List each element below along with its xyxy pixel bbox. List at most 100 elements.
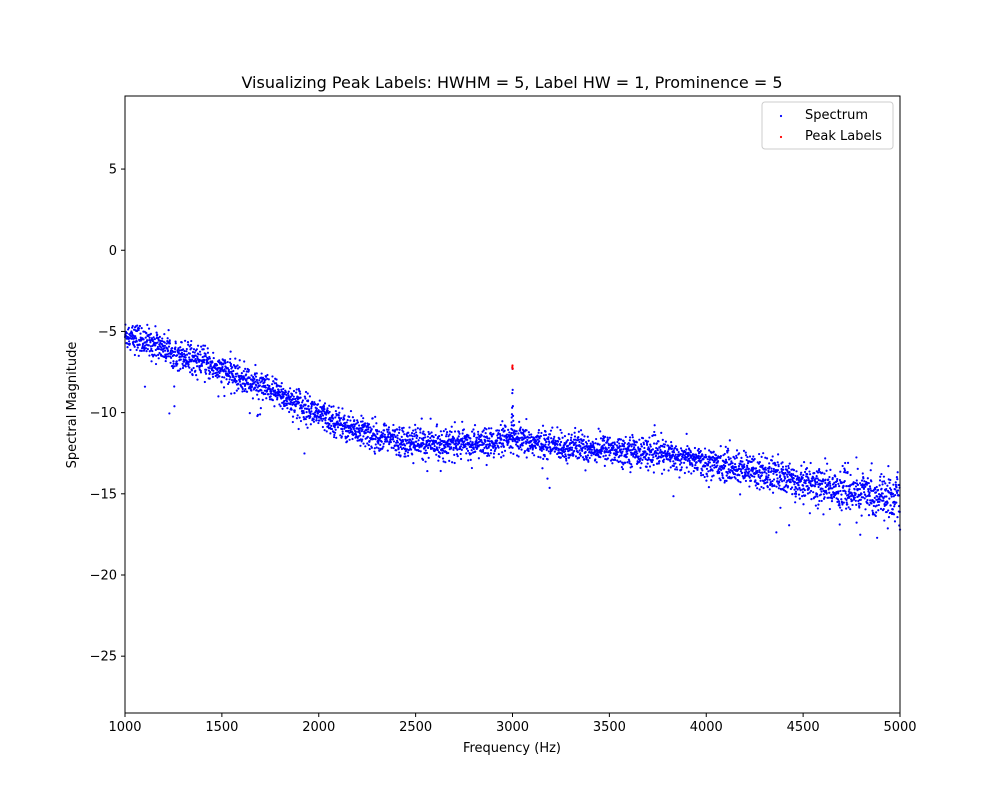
spectrum-point: [146, 323, 149, 326]
spectrum-point: [827, 487, 831, 490]
spectrum-point: [664, 440, 667, 443]
legend-box: [761, 101, 894, 150]
spectrum-point: [690, 472, 693, 475]
spectrum-point: [489, 444, 492, 447]
spectrum-point: [310, 410, 313, 413]
spectrum-point: [587, 439, 590, 442]
spectrum-point: [569, 448, 572, 451]
spectrum-point: [650, 460, 654, 464]
spectrum-point: [565, 459, 568, 462]
spectrum-point: [670, 447, 674, 450]
spectrum-point: [407, 454, 410, 457]
spectrum-point: [855, 479, 858, 482]
spectrum-point: [777, 465, 780, 468]
spectrum-point: [452, 448, 455, 451]
spectrum-point: [853, 488, 856, 491]
spectrum-point: [136, 324, 139, 327]
spectrum-point: [512, 424, 515, 427]
spectrum-point: [822, 480, 825, 483]
spectrum-point: [369, 426, 372, 429]
spectrum-point: [371, 417, 374, 420]
spectrum-point: [645, 441, 649, 445]
spectrum-point: [304, 403, 307, 406]
spectrum-point: [619, 445, 622, 448]
spectrum-point: [204, 355, 207, 358]
spectrum-point: [186, 341, 190, 344]
spectrum-point: [453, 453, 456, 456]
spectrum-point: [424, 436, 427, 439]
spectrum-point: [653, 430, 656, 434]
spectrum-point: [414, 431, 418, 434]
spectrum-point: [176, 362, 179, 365]
spectrum-point: [688, 461, 692, 464]
spectrum-point: [596, 442, 599, 445]
spectrum-point: [177, 352, 180, 355]
spectrum-point: [423, 446, 426, 449]
x-axis: 1000 1500 2000 2500 3000 3500 4000 4500 5000: [108, 713, 917, 735]
spectrum-point: [216, 373, 219, 376]
spectrum-point: [792, 469, 796, 472]
spectrum-point: [501, 442, 505, 445]
spectrum-point: [433, 444, 436, 448]
spectrum-point: [528, 433, 531, 436]
spectrum-point: [809, 489, 813, 493]
spectrum-point: [661, 438, 664, 441]
spectrum-point: [435, 453, 438, 456]
spectrum-point: [361, 428, 364, 431]
spectrum-point: [823, 472, 826, 475]
spectrum-point: [814, 483, 817, 486]
spectrum-point: [328, 410, 331, 414]
spectrum-point: [189, 360, 193, 363]
spectrum-point: [531, 443, 534, 446]
spectrum-point: [621, 467, 624, 471]
spectrum-point: [652, 471, 655, 474]
spectrum-point: [368, 447, 371, 451]
spectrum-point: [581, 449, 584, 452]
spectrum-point: [818, 468, 821, 471]
spectrum-point: [476, 447, 479, 450]
spectrum-point: [615, 444, 618, 447]
spectrum-point: [154, 348, 157, 352]
spectrum-point: [398, 426, 401, 429]
spectrum-point: [502, 427, 505, 430]
spectrum-point: [836, 477, 839, 481]
spectrum-point: [215, 364, 219, 367]
spectrum-point: [461, 432, 464, 435]
spectrum-point: [857, 502, 861, 505]
spectrum-point: [865, 495, 868, 498]
spectrum-point: [153, 353, 156, 356]
spectrum-point: [615, 453, 619, 456]
spectrum-point: [345, 440, 349, 443]
spectrum-point: [784, 465, 788, 468]
spectrum-point: [679, 452, 682, 456]
spectrum-point: [520, 448, 523, 451]
spectrum-point: [765, 472, 768, 475]
spectrum-point: [336, 426, 340, 429]
spectrum-point: [870, 489, 874, 492]
spectrum-point: [156, 345, 160, 349]
spectrum-point: [453, 430, 457, 433]
spectrum-point: [767, 474, 770, 477]
spectrum-point: [889, 487, 892, 490]
spectrum-point: [248, 412, 251, 415]
spectrum-point: [329, 432, 332, 435]
spectrum-point: [155, 331, 158, 334]
spectrum-point: [846, 503, 849, 506]
spectrum-point: [488, 440, 492, 443]
spectrum-point: [831, 497, 834, 500]
spectrum-point: [657, 452, 660, 455]
spectrum-point: [828, 475, 831, 479]
spectrum-point: [334, 416, 337, 419]
spectrum-point: [727, 456, 730, 459]
spectrum-point: [362, 442, 365, 445]
spectrum-point: [541, 467, 544, 470]
spectrum-point: [882, 475, 886, 478]
spectrum-point: [660, 472, 664, 475]
spectrum-point: [264, 378, 267, 381]
spectrum-point: [574, 455, 578, 458]
spectrum-point: [866, 494, 870, 497]
spectrum-point: [875, 504, 879, 507]
spectrum-point: [402, 440, 405, 443]
spectrum-point: [877, 503, 880, 507]
spectrum-point: [273, 405, 276, 408]
